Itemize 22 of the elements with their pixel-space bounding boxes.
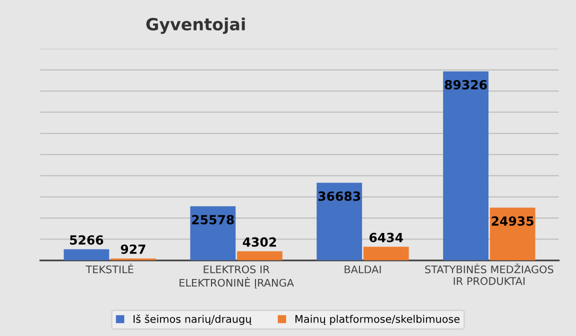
bar	[316, 182, 362, 260]
x-tick-label: TEKSTILĖ	[86, 264, 134, 274]
bar	[363, 246, 409, 260]
bar	[64, 249, 110, 260]
chart-title: Gyventojai	[146, 18, 245, 34]
data-label: 25578	[192, 214, 234, 224]
bar	[237, 251, 282, 260]
data-label: 927	[120, 244, 146, 254]
data-label: 6434	[370, 232, 403, 242]
bar	[190, 206, 236, 260]
data-label: 36683	[318, 191, 360, 201]
data-label: 24935	[492, 216, 534, 226]
legend-label: Iš šeimos narių/draugų	[134, 314, 252, 325]
data-label: 4302	[242, 237, 276, 247]
x-tick-label: STATYBINĖS MEDŽIAGOS IR PRODUKTAI	[425, 264, 554, 285]
data-label: 89326	[444, 80, 487, 90]
bar	[490, 208, 536, 260]
x-tick-label: ELEKTROS IR ELEKTRONINĖ ĮRANGA	[180, 265, 294, 289]
x-tick-label: BALDAI	[344, 266, 381, 274]
data-label: 5266	[70, 235, 104, 245]
bar	[443, 71, 488, 260]
legend-label: Mainų platformose/skelbimuose	[295, 314, 460, 325]
